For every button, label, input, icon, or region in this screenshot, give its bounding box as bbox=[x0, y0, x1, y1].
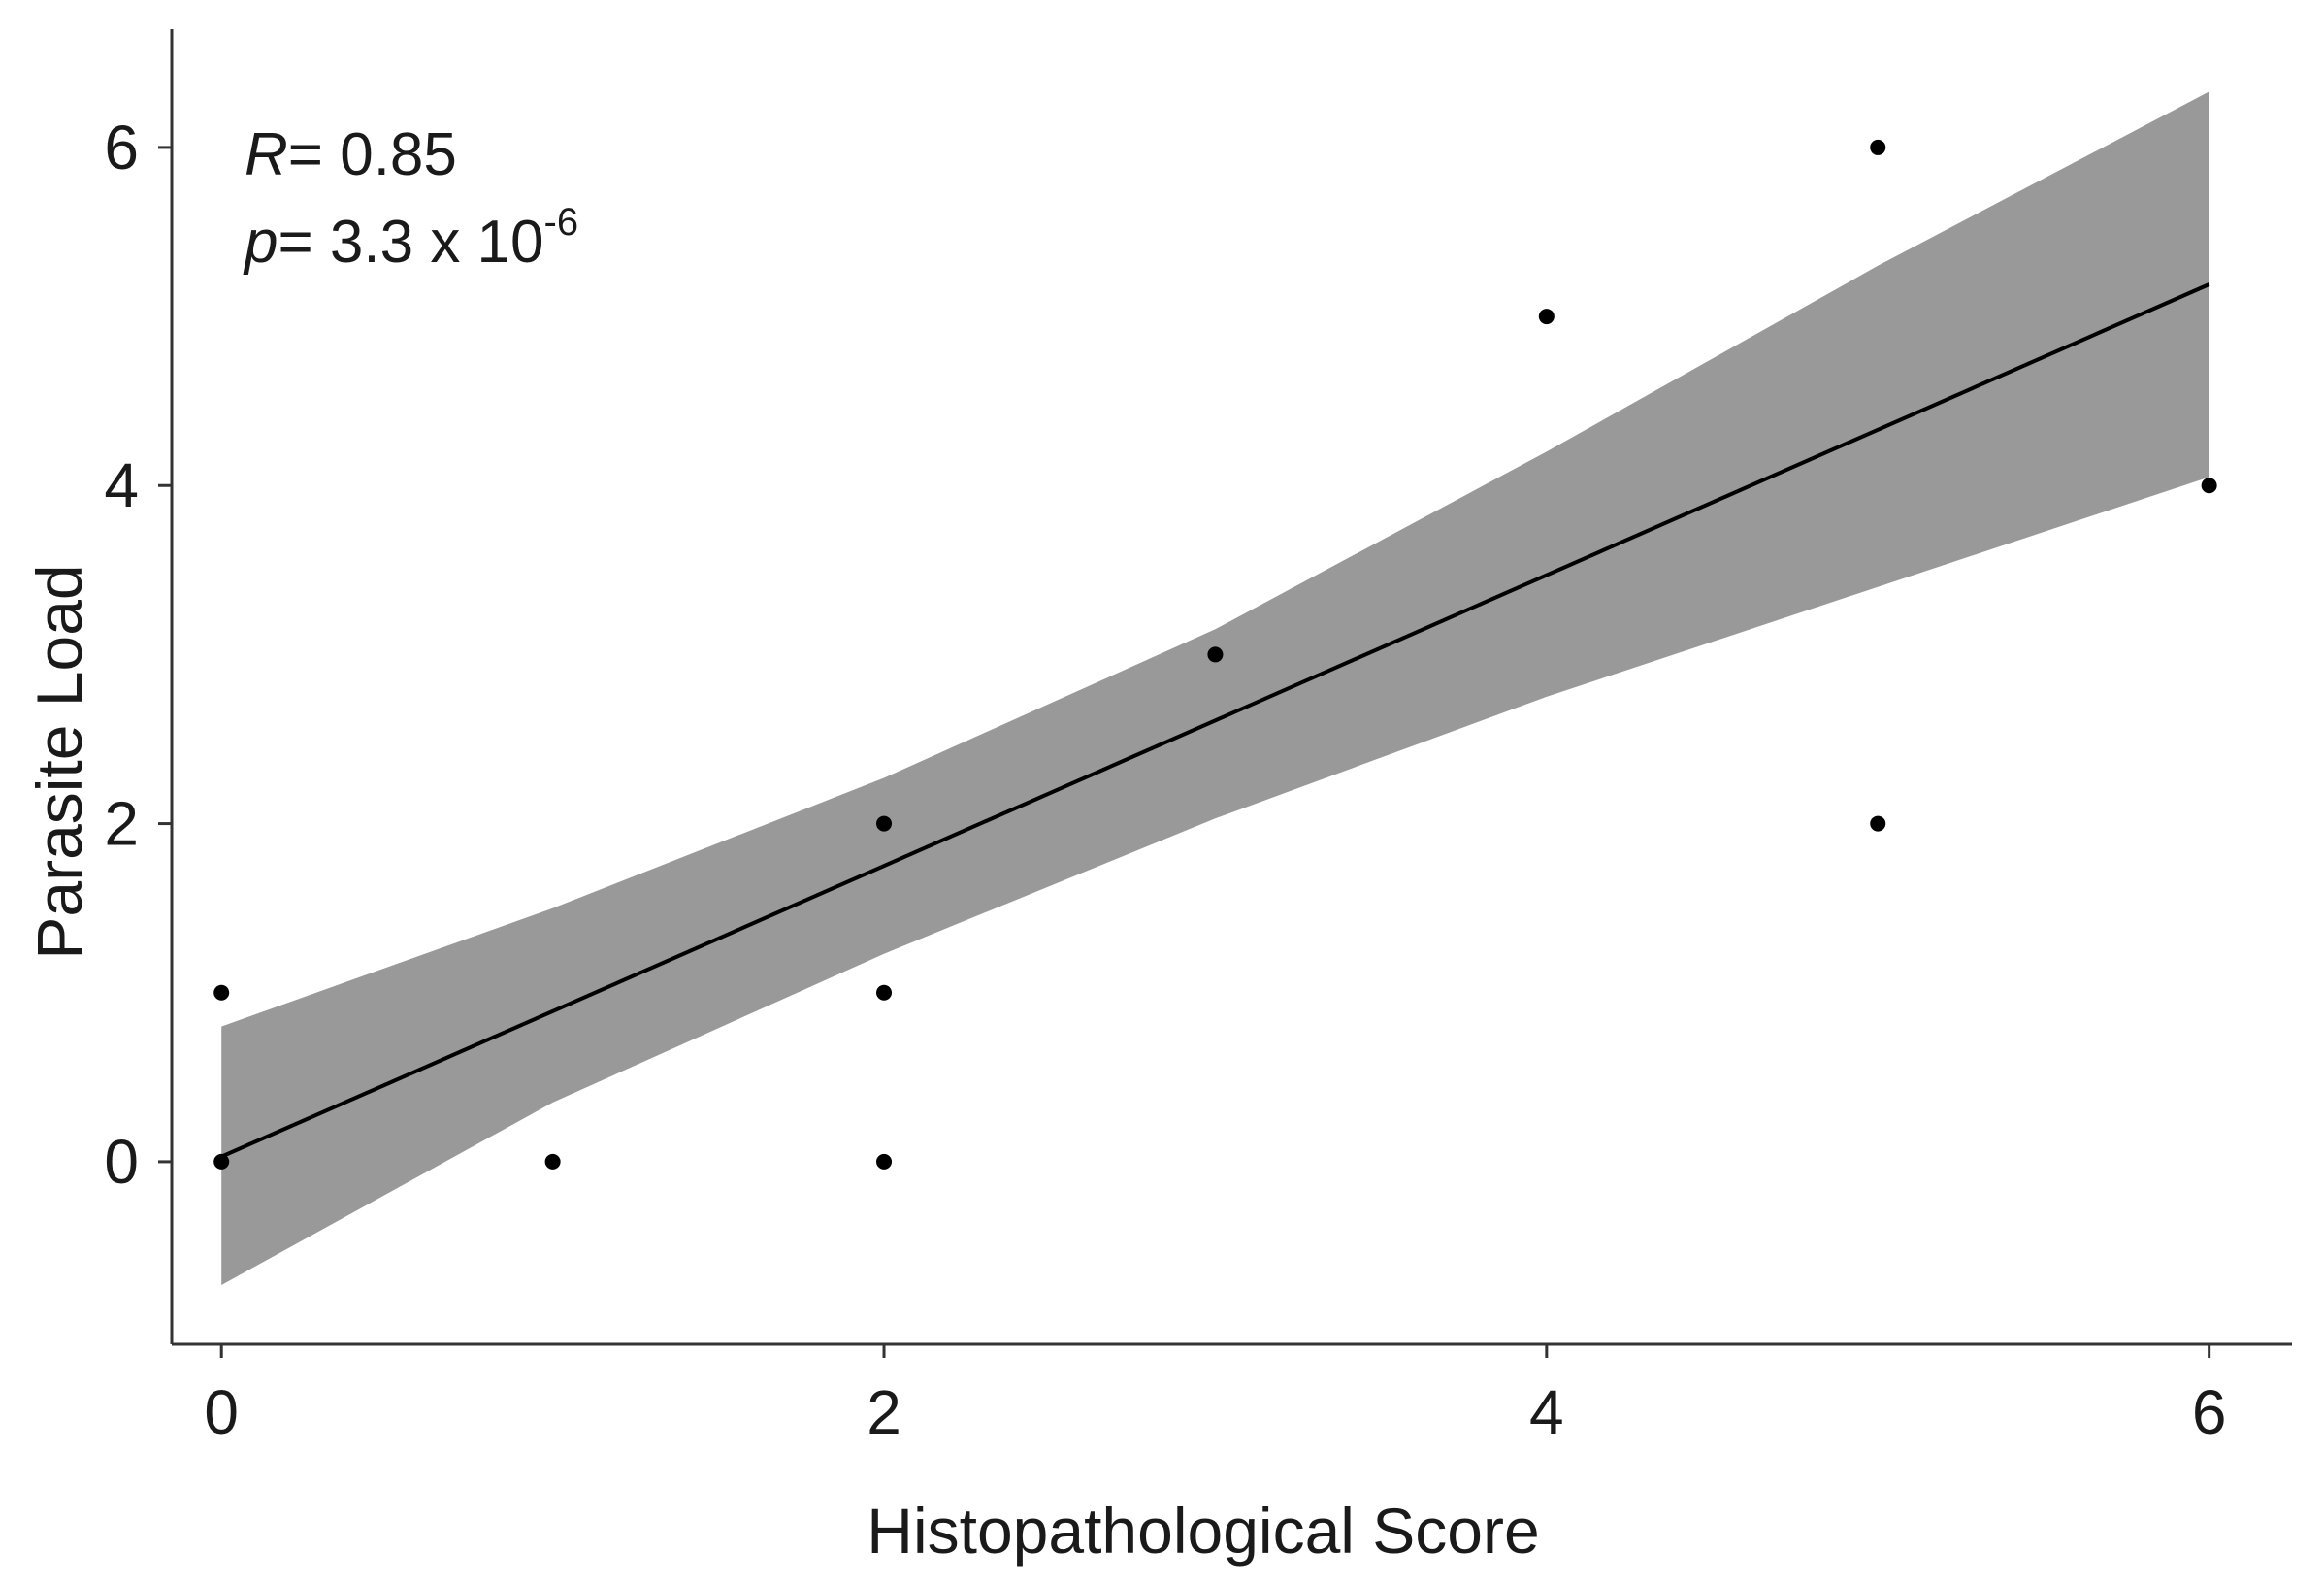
data-point-4 bbox=[876, 1153, 893, 1170]
x-tick-label-2: 2 bbox=[867, 1377, 901, 1447]
data-point-5 bbox=[876, 984, 893, 1001]
p-value: = 3.3 x 10 bbox=[278, 209, 543, 276]
data-point-10 bbox=[1870, 815, 1886, 832]
regression-line bbox=[220, 282, 2210, 1159]
r-annotation: R= 0.85 bbox=[245, 121, 457, 188]
x-ticks-layer: 0 2 4 6 bbox=[204, 1344, 2226, 1447]
confidence-band-layer bbox=[221, 91, 2209, 1285]
y-ticks-layer: 0 2 4 6 bbox=[104, 113, 172, 1197]
r-value: = 0.85 bbox=[288, 121, 457, 188]
y-tick-label-4: 4 bbox=[104, 450, 139, 520]
x-axis-title: Histopathological Score bbox=[867, 1495, 1539, 1567]
x-tick-label-0: 0 bbox=[204, 1377, 239, 1447]
p-exponent: -6 bbox=[544, 201, 579, 244]
x-tick-label-6: 6 bbox=[2192, 1377, 2227, 1447]
y-tick-label-2: 2 bbox=[104, 789, 139, 859]
data-point-7 bbox=[1207, 646, 1224, 663]
p-annotation: p= 3.3 x 10-6 bbox=[243, 201, 578, 276]
data-point-2 bbox=[213, 984, 230, 1001]
axes-layer bbox=[170, 29, 2292, 1346]
data-point-9 bbox=[1870, 139, 1886, 155]
data-point-1 bbox=[213, 1153, 230, 1170]
x-tick-label-4: 4 bbox=[1529, 1377, 1564, 1447]
p-symbol: p bbox=[243, 209, 278, 276]
y-tick-label-6: 6 bbox=[104, 113, 139, 182]
confidence-band bbox=[221, 91, 2209, 1285]
regression-line-layer bbox=[220, 282, 2210, 1159]
y-axis-title: Parasite Load bbox=[23, 564, 95, 959]
data-point-11 bbox=[2201, 478, 2217, 494]
data-point-3 bbox=[544, 1153, 561, 1170]
r-symbol: R bbox=[245, 121, 288, 188]
y-tick-label-0: 0 bbox=[104, 1127, 139, 1197]
data-point-6 bbox=[876, 815, 893, 832]
data-point-8 bbox=[1538, 309, 1555, 325]
data-points-layer bbox=[213, 139, 2217, 1170]
